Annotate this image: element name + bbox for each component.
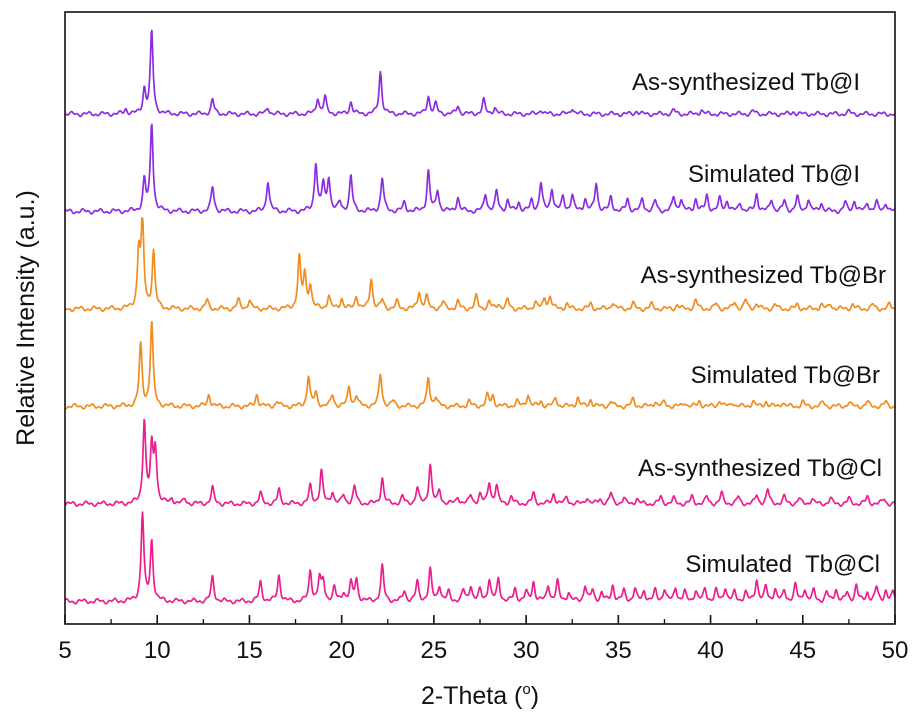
- series-label-0: As-synthesized Tb@I: [632, 69, 860, 96]
- series-label-2: As-synthesized Tb@Br: [641, 262, 886, 289]
- series-label-layer: As-synthesized Tb@I Simulated Tb@I As-synt…: [632, 69, 886, 578]
- series-line-1: [64, 123, 896, 215]
- x-axis-title-open: (: [507, 682, 523, 710]
- series-label-5: Simulated Tb@Cl: [685, 551, 880, 578]
- x-tick-label-9: 50: [882, 637, 909, 664]
- y-axis-title: Relative Intensity (a.u.): [12, 190, 40, 446]
- series-line-5: [64, 511, 896, 605]
- series-label-4: As-synthesized Tb@Cl: [638, 455, 882, 482]
- x-tick-label-0: 5: [58, 637, 71, 664]
- plot-frame: [64, 11, 896, 625]
- x-tick-label-5: 30: [513, 637, 540, 664]
- x-axis-title-close: ): [531, 682, 539, 710]
- x-tick-label-7: 40: [697, 637, 724, 664]
- series-line-4: [64, 418, 896, 508]
- x-tick-label-8: 45: [789, 637, 816, 664]
- x-tick-label-2: 15: [236, 637, 263, 664]
- x-tick-label-6: 35: [605, 637, 632, 664]
- x-axis-unit: o: [522, 681, 530, 698]
- x-tick-label-4: 25: [421, 637, 448, 664]
- series-line-3: [64, 320, 896, 410]
- series-line-2: [64, 217, 896, 313]
- x-axis-ticks: 5 10 15 20 25 30 35 40 45 50: [58, 615, 908, 664]
- x-tick-label-3: 20: [328, 637, 355, 664]
- series-label-3: Simulated Tb@Br: [691, 362, 880, 389]
- x-tick-label-1: 10: [144, 637, 171, 664]
- series-layer: [64, 29, 896, 605]
- x-axis-title-text: 2-Theta: [421, 682, 507, 710]
- x-axis-title: 2-Theta (o): [421, 681, 539, 710]
- series-label-1: Simulated Tb@I: [688, 161, 860, 188]
- series-line-0: [64, 29, 896, 118]
